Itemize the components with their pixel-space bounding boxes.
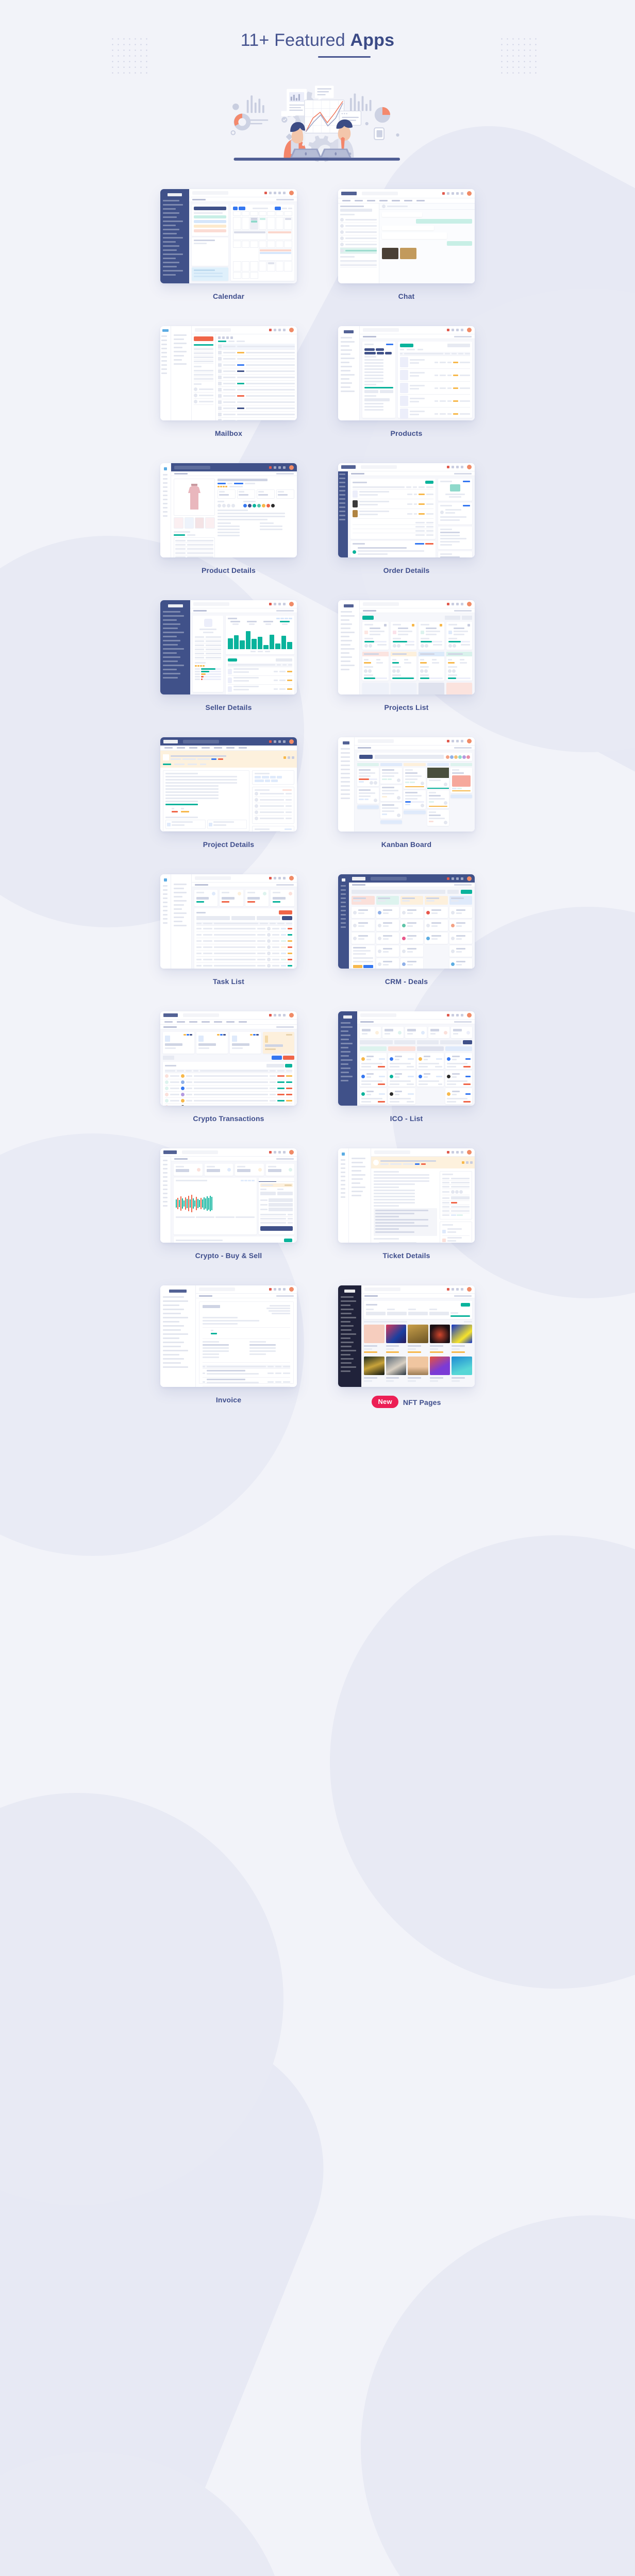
hero-section: 11+ Featured Apps: [0, 0, 635, 77]
app-row: Project Details: [0, 737, 635, 849]
app-card-label: Project Details: [203, 840, 255, 849]
app-row: Mailbox: [0, 326, 635, 437]
app-card-nft-pages[interactable]: New NFT Pages: [338, 1285, 475, 1409]
app-card-product-details[interactable]: Product Details: [160, 463, 297, 574]
app-card-label: Seller Details: [205, 703, 252, 712]
app-card-kanban-board[interactable]: Kanban Board: [338, 737, 475, 849]
app-row: Product Details: [0, 463, 635, 574]
app-card-crypto-transactions[interactable]: Crypto Transactions: [160, 1011, 297, 1123]
app-card-project-details[interactable]: Project Details: [160, 737, 297, 849]
app-card-label: Projects List: [384, 703, 429, 712]
app-screenshot-calendar: [160, 189, 297, 284]
app-card-calendar[interactable]: Calendar: [160, 189, 297, 300]
app-screenshot-seller-details: [160, 600, 297, 695]
app-row: Task List: [0, 874, 635, 986]
dot-pattern-right-icon: [499, 36, 540, 77]
team-analytics-illustration: [225, 80, 410, 167]
app-row: Calendar: [0, 189, 635, 300]
app-screenshot-chat: [338, 189, 475, 284]
app-card-label: Kanban Board: [381, 840, 432, 849]
app-card-label: NFT Pages: [403, 1398, 441, 1407]
app-screenshot-task-list: [160, 874, 297, 969]
app-card-label: Order Details: [383, 566, 430, 575]
app-card-label: CRM - Deals: [385, 977, 428, 986]
app-card-crypto-buy-sell[interactable]: Crypto - Buy & Sell: [160, 1148, 297, 1260]
app-card-chat[interactable]: Chat: [338, 189, 475, 300]
featured-apps-grid: Calendar: [0, 189, 635, 1409]
app-card-label: Product Details: [202, 566, 256, 575]
app-card-label: Mailbox: [214, 429, 243, 438]
app-card-products[interactable]: Products: [338, 326, 475, 437]
app-card-task-list[interactable]: Task List: [160, 874, 297, 986]
page-title-bold: Apps: [350, 30, 395, 50]
app-screenshot-kanban-board: [338, 737, 475, 832]
app-screenshot-ico-list: [338, 1011, 475, 1106]
app-screenshot-crypto-transactions: [160, 1011, 297, 1106]
app-screenshot-order-details: [338, 463, 475, 558]
app-screenshot-crm-deals: [338, 874, 475, 969]
app-card-seller-details[interactable]: Seller Details: [160, 600, 297, 711]
app-card-label: Products: [390, 429, 423, 438]
app-screenshot-nft-pages: [338, 1285, 475, 1387]
app-screenshot-project-details: [160, 737, 297, 832]
app-card-invoice[interactable]: Invoice: [160, 1285, 297, 1408]
app-card-order-details[interactable]: Order Details: [338, 463, 475, 574]
app-card-projects-list[interactable]: Projects List: [338, 600, 475, 711]
dot-pattern-left-icon: [110, 36, 151, 77]
app-card-label: Crypto - Buy & Sell: [195, 1251, 262, 1260]
app-row: Seller Details: [0, 600, 635, 711]
app-row: Invoice: [0, 1285, 635, 1409]
page-title-plain: 11+ Featured: [240, 30, 350, 50]
new-badge: New: [372, 1396, 398, 1409]
app-card-label: ICO - List: [390, 1114, 423, 1123]
app-screenshot-projects-list: [338, 600, 475, 695]
app-card-label: Invoice: [215, 1396, 242, 1404]
app-card-label: Calendar: [212, 292, 245, 301]
app-card-label: Task List: [212, 977, 244, 986]
app-card-label: Ticket Details: [382, 1251, 430, 1260]
app-screenshot-products: [338, 326, 475, 421]
app-card-mailbox[interactable]: Mailbox: [160, 326, 297, 437]
app-row: Crypto - Buy & Sell: [0, 1148, 635, 1260]
app-card-label: Chat: [398, 292, 415, 301]
app-screenshot-crypto-buy-sell: [160, 1148, 297, 1243]
page-title: 11+ Featured Apps: [241, 29, 395, 58]
app-screenshot-ticket-details: [338, 1148, 475, 1243]
app-card-crm-deals[interactable]: CRM - Deals: [338, 874, 475, 986]
title-underline: [318, 56, 371, 58]
app-card-label-with-badge: New NFT Pages: [338, 1396, 475, 1409]
app-card-ticket-details[interactable]: Ticket Details: [338, 1148, 475, 1260]
app-screenshot-invoice: [160, 1285, 297, 1387]
app-screenshot-product-details: [160, 463, 297, 558]
app-screenshot-mailbox: [160, 326, 297, 421]
app-card-label: Crypto Transactions: [193, 1114, 264, 1123]
app-row: Crypto Transactions: [0, 1011, 635, 1123]
app-card-ico-list[interactable]: ICO - List: [338, 1011, 475, 1123]
